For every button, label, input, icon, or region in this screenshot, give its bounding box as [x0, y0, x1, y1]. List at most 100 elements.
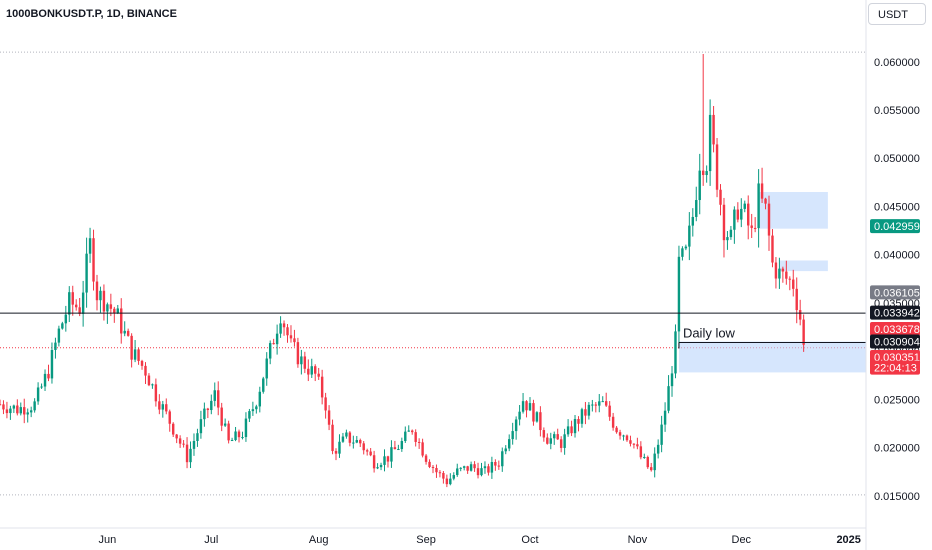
candle [792, 269, 795, 297]
candle [99, 286, 102, 313]
x-tick-label: Jul [204, 534, 218, 546]
candle [210, 394, 213, 415]
candle-body [750, 225, 753, 228]
candle-body [314, 366, 317, 374]
candle [185, 437, 189, 469]
candle-body [64, 314, 68, 324]
candle-body [47, 373, 50, 379]
candle [473, 461, 476, 472]
candle [303, 351, 307, 374]
candle-body [220, 407, 223, 426]
candle [573, 415, 577, 438]
candle-body [660, 424, 663, 445]
candle-body [175, 434, 178, 439]
candle-body [92, 238, 95, 282]
candle [660, 415, 663, 453]
x-tick-label: Sep [416, 534, 436, 546]
candle-body [230, 440, 234, 442]
candle-body [78, 307, 81, 314]
candle [29, 406, 33, 418]
candle-body [435, 468, 438, 473]
candle [715, 137, 719, 198]
candle-body [501, 451, 504, 467]
candle [535, 411, 539, 423]
candle-body [476, 468, 480, 476]
badge-bg [870, 334, 920, 349]
candle [81, 280, 85, 327]
candle-body [469, 464, 473, 471]
candle-body [171, 423, 175, 435]
candle-body [74, 304, 78, 308]
candle [0, 399, 2, 406]
candle [594, 402, 598, 413]
x-tick-label: 2025 [836, 534, 860, 546]
candle-body [23, 407, 26, 415]
supply-zone-lower [779, 260, 828, 272]
candle [566, 419, 570, 437]
currency-selector[interactable]: USDT [868, 3, 926, 25]
candle-body [217, 390, 220, 408]
candle-body [646, 456, 649, 468]
candle [695, 186, 698, 222]
candle [556, 428, 559, 440]
candle [733, 206, 736, 244]
candle [497, 460, 501, 470]
candle-body [431, 466, 435, 469]
candle [466, 465, 469, 474]
candle-body [785, 271, 788, 279]
candle [151, 383, 154, 389]
candle [171, 422, 175, 438]
candle [442, 470, 445, 484]
candle [33, 398, 36, 413]
candle-body [681, 248, 684, 257]
candle [504, 445, 507, 455]
badge-bg [870, 285, 920, 300]
candle-body [580, 409, 584, 424]
candle-body [61, 323, 64, 329]
candle-body [483, 466, 487, 469]
candle [362, 441, 365, 455]
candle [369, 448, 372, 457]
candle-body [532, 403, 535, 422]
candle [643, 453, 646, 459]
candle-body [227, 423, 230, 441]
candle-body [293, 338, 296, 343]
candle [272, 338, 275, 345]
candle-body [16, 405, 19, 414]
candles [0, 54, 805, 488]
candle-body [203, 408, 206, 420]
y-tick-label: 0.050000 [874, 153, 920, 165]
candle [719, 184, 722, 216]
candle-body [625, 435, 629, 441]
candle-body [594, 404, 598, 406]
candle-body [99, 290, 102, 301]
candle-body [275, 333, 279, 345]
candle [546, 433, 549, 445]
candle [421, 438, 424, 458]
candle [296, 337, 300, 368]
candle-body [57, 328, 61, 343]
candle [490, 456, 494, 479]
candle-body [123, 330, 126, 334]
candle-body [604, 401, 608, 406]
candle [262, 376, 265, 394]
candle [109, 293, 113, 317]
candle-body [178, 438, 182, 444]
candle [317, 367, 320, 380]
candle [230, 437, 234, 442]
candle [604, 392, 608, 408]
candle [469, 461, 473, 472]
candle-body [701, 170, 705, 176]
candle [501, 447, 504, 472]
candle-body [449, 478, 452, 485]
badge-0.033678: 0.033678 [870, 321, 920, 336]
candle-body [19, 407, 22, 414]
candle [182, 440, 185, 448]
badge-text: 0.033678 [874, 324, 920, 336]
candle [639, 441, 643, 460]
candle [168, 409, 171, 432]
y-tick-label: 0.015000 [874, 491, 920, 503]
candle-body [33, 401, 36, 411]
candle-body [397, 449, 400, 451]
